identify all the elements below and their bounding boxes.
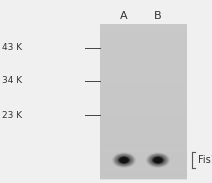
Ellipse shape: [112, 153, 136, 167]
Text: A: A: [120, 12, 128, 21]
Bar: [100, 129, 187, 133]
Ellipse shape: [122, 159, 126, 161]
Ellipse shape: [156, 159, 160, 161]
Ellipse shape: [119, 157, 130, 164]
Ellipse shape: [149, 154, 167, 166]
Bar: [100, 125, 187, 129]
Text: 34 K: 34 K: [2, 76, 22, 85]
Bar: [100, 28, 187, 32]
Ellipse shape: [116, 155, 132, 165]
Bar: [100, 175, 187, 180]
Bar: [100, 78, 187, 82]
Ellipse shape: [157, 159, 159, 161]
Ellipse shape: [114, 154, 134, 166]
Bar: [100, 113, 187, 117]
Bar: [100, 24, 187, 179]
Ellipse shape: [148, 154, 168, 167]
Bar: [100, 39, 187, 43]
Ellipse shape: [148, 154, 168, 166]
Bar: [100, 70, 187, 74]
Bar: [100, 98, 187, 102]
Bar: [100, 144, 187, 148]
Bar: [100, 51, 187, 55]
Ellipse shape: [114, 154, 134, 167]
Bar: [100, 86, 187, 90]
Bar: [100, 168, 187, 172]
Bar: [100, 82, 187, 86]
Ellipse shape: [115, 154, 133, 166]
Bar: [100, 164, 187, 168]
Text: B: B: [154, 12, 162, 21]
Bar: [100, 171, 187, 176]
Ellipse shape: [113, 153, 135, 167]
Bar: [100, 74, 187, 78]
Ellipse shape: [147, 153, 169, 167]
Ellipse shape: [112, 152, 136, 168]
Ellipse shape: [120, 158, 128, 163]
Ellipse shape: [146, 153, 170, 167]
Ellipse shape: [154, 158, 162, 163]
Ellipse shape: [117, 156, 131, 164]
Ellipse shape: [152, 157, 163, 164]
Ellipse shape: [120, 157, 128, 163]
Ellipse shape: [154, 157, 162, 163]
Bar: [100, 117, 187, 121]
Bar: [100, 24, 187, 28]
Text: 43 K: 43 K: [2, 43, 22, 52]
Text: Fis1: Fis1: [198, 155, 212, 165]
Bar: [100, 109, 187, 113]
Bar: [100, 90, 187, 94]
Bar: [100, 36, 187, 40]
Ellipse shape: [118, 156, 130, 164]
Ellipse shape: [121, 158, 126, 162]
Bar: [100, 137, 187, 141]
Ellipse shape: [116, 155, 132, 166]
Ellipse shape: [123, 159, 125, 161]
Ellipse shape: [120, 157, 128, 163]
Bar: [100, 156, 187, 160]
Ellipse shape: [119, 157, 129, 163]
Bar: [100, 43, 187, 47]
Bar: [100, 152, 187, 156]
Bar: [100, 133, 187, 137]
Bar: [100, 160, 187, 164]
Ellipse shape: [121, 158, 127, 162]
Ellipse shape: [155, 158, 161, 162]
Ellipse shape: [151, 156, 165, 165]
Ellipse shape: [154, 157, 162, 163]
Ellipse shape: [117, 156, 131, 165]
Text: 23 K: 23 K: [2, 111, 22, 120]
Ellipse shape: [153, 157, 163, 163]
Bar: [100, 63, 187, 67]
Ellipse shape: [149, 155, 166, 166]
Bar: [100, 55, 187, 59]
Ellipse shape: [146, 152, 170, 168]
Bar: [100, 105, 187, 109]
Bar: [100, 67, 187, 71]
Ellipse shape: [150, 155, 166, 165]
Bar: [100, 94, 187, 98]
Bar: [100, 102, 187, 106]
Bar: [100, 148, 187, 152]
Ellipse shape: [152, 156, 164, 164]
Bar: [100, 141, 187, 145]
Bar: [100, 59, 187, 63]
Bar: [100, 121, 187, 125]
Bar: [100, 47, 187, 51]
Bar: [100, 31, 187, 36]
Ellipse shape: [151, 156, 165, 164]
Ellipse shape: [156, 158, 160, 162]
